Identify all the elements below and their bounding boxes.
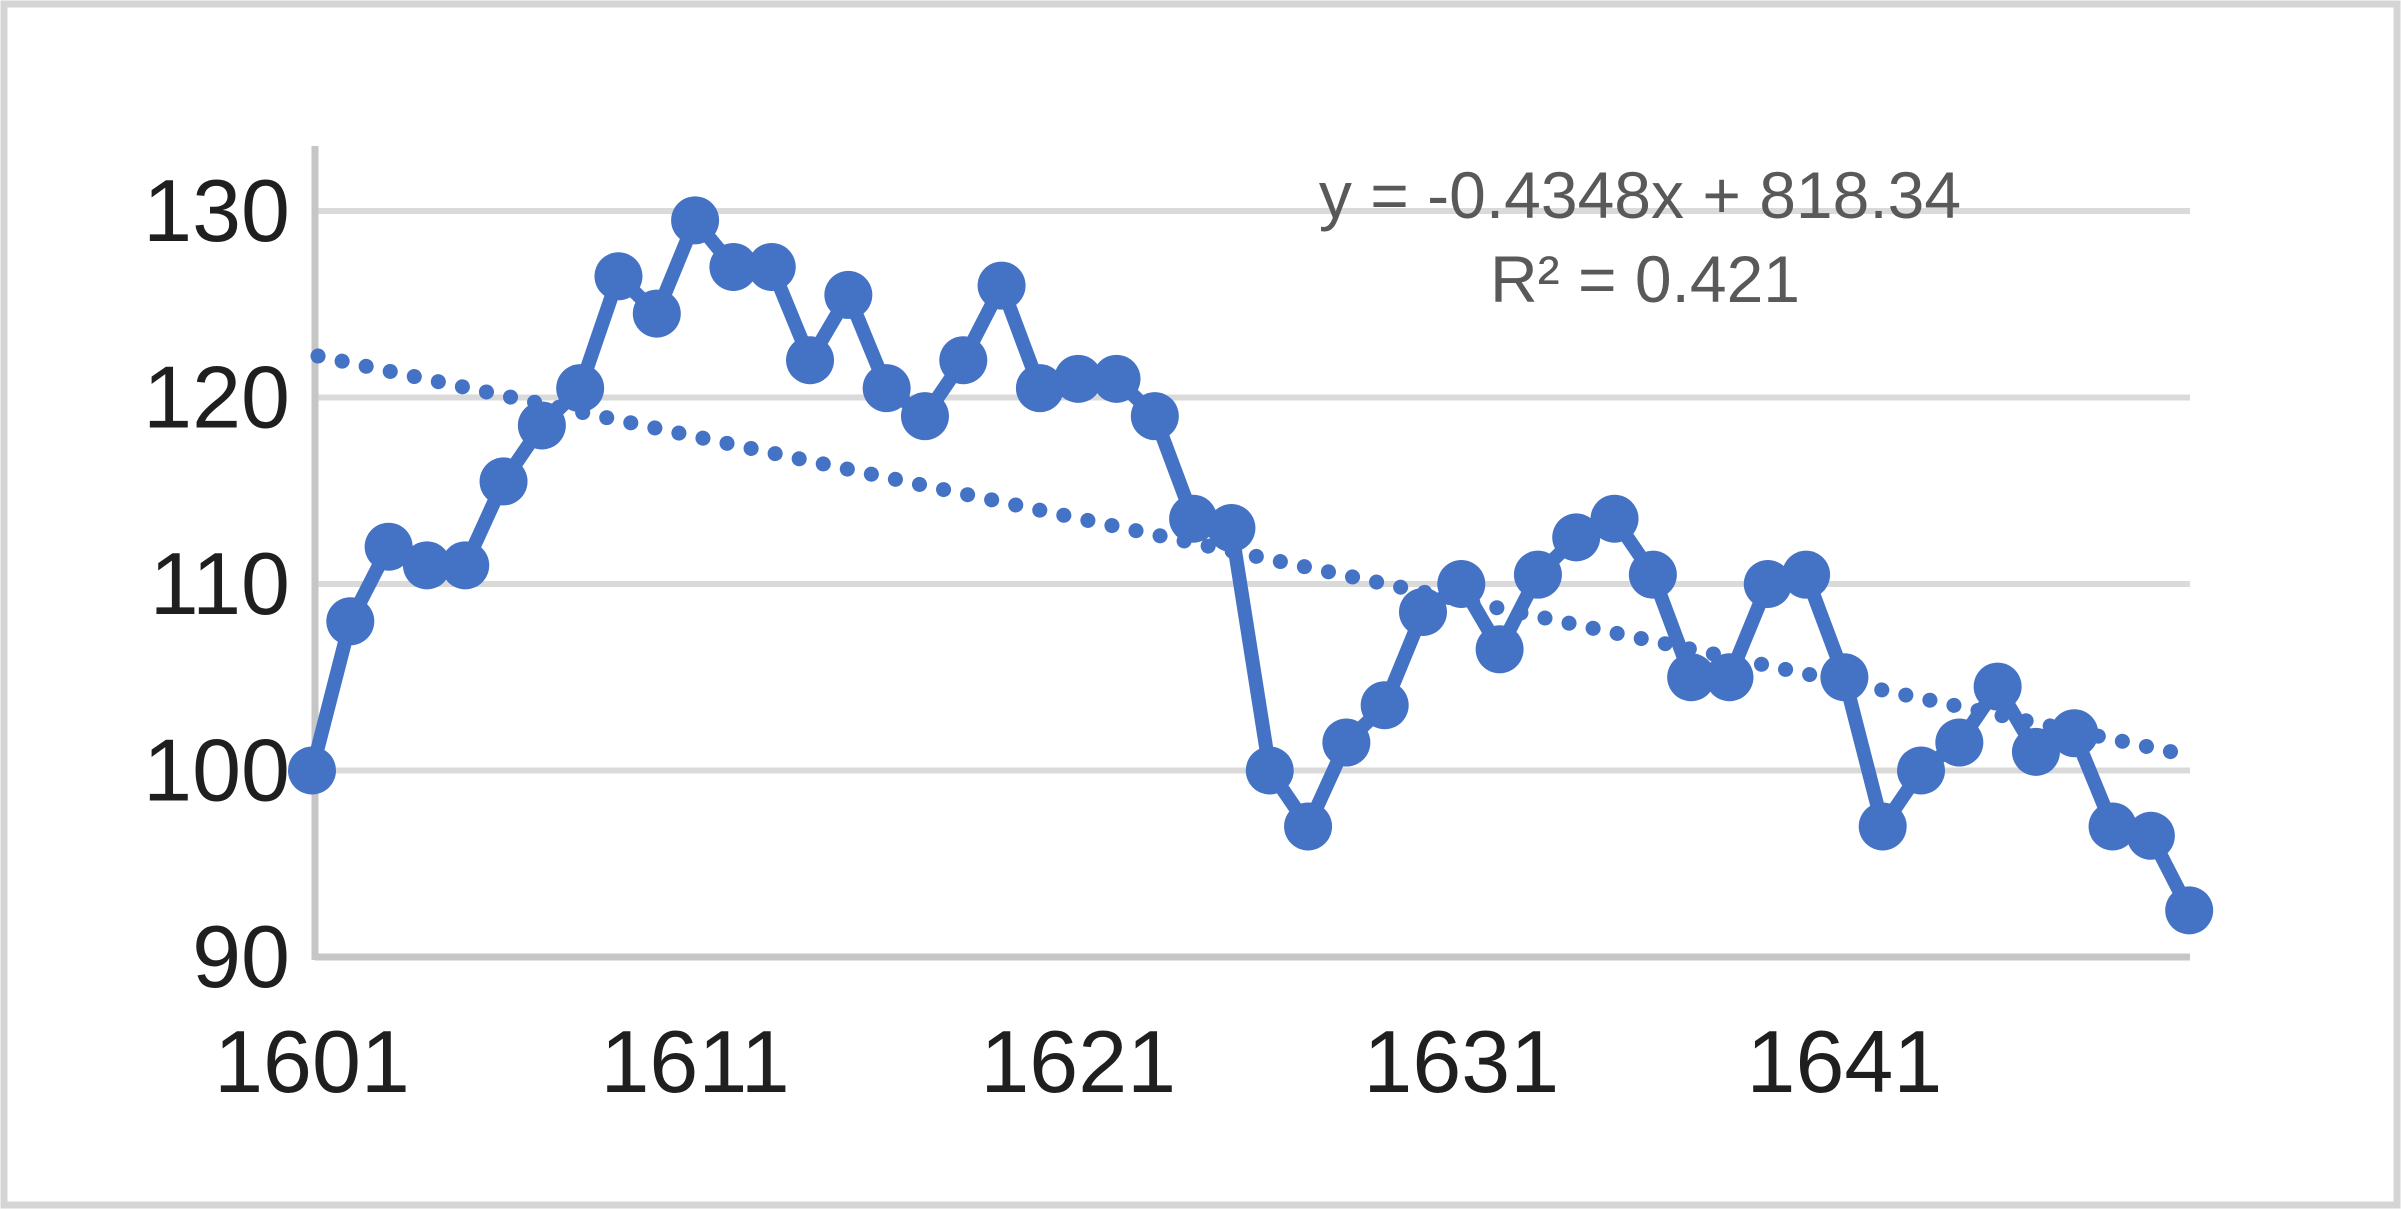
data-point-marker	[556, 364, 605, 413]
data-point-marker	[326, 597, 375, 646]
data-point-marker	[1897, 746, 1946, 795]
data-point-marker	[1207, 504, 1256, 553]
data-point-marker	[786, 336, 835, 385]
data-point-marker	[1092, 354, 1141, 403]
data-point-marker	[479, 457, 528, 506]
data-point-marker	[939, 336, 988, 385]
data-point-marker	[364, 522, 413, 571]
data-point-marker	[747, 242, 796, 291]
y-tick-label: 90	[192, 907, 290, 1006]
data-point-marker	[900, 392, 949, 441]
data-point-marker	[1015, 364, 1064, 413]
data-point-marker	[2088, 802, 2137, 851]
data-point-marker	[1284, 802, 1333, 851]
data-point-marker	[402, 541, 451, 590]
data-point-marker	[671, 196, 720, 245]
x-tick-label: 1621	[980, 1012, 1176, 1111]
data-point-marker	[1360, 681, 1409, 730]
data-point-marker	[1169, 494, 1218, 543]
y-tick-label: 120	[143, 348, 290, 447]
data-point-marker	[1398, 587, 1447, 636]
x-tick-label: 1601	[214, 1012, 410, 1111]
data-point-marker	[2126, 811, 2175, 860]
data-point-marker	[1322, 718, 1371, 767]
data-point-marker	[1782, 550, 1831, 599]
data-point-marker	[1973, 662, 2022, 711]
x-tick-label: 1631	[1363, 1012, 1559, 1111]
data-point-marker	[1475, 625, 1524, 674]
data-point-marker	[1667, 653, 1716, 702]
data-point-marker	[2050, 709, 2099, 758]
data-point-marker	[1130, 392, 1179, 441]
data-series-line	[305, 213, 2197, 918]
data-point-marker	[1590, 494, 1639, 543]
data-point-marker	[517, 401, 566, 450]
trendline-r-squared: R² = 0.421	[1489, 242, 1801, 316]
data-point-marker	[1858, 802, 1907, 851]
trendline-equation: y = -0.4348x + 818.34	[1318, 158, 1962, 232]
y-tick-label: 130	[143, 161, 290, 260]
data-point-marker	[594, 252, 643, 301]
data-point-marker	[977, 261, 1026, 310]
data-point-marker	[709, 242, 758, 291]
data-point-marker	[824, 270, 873, 319]
y-tick-label: 100	[143, 721, 290, 820]
trendline-dotted	[310, 348, 2198, 764]
data-point-marker	[288, 746, 336, 795]
data-point-marker	[1245, 746, 1294, 795]
data-point-marker	[1743, 560, 1792, 608]
data-point-marker	[1705, 653, 1754, 702]
y-tick-label: 110	[150, 534, 290, 633]
data-point-marker	[2165, 886, 2214, 935]
data-point-marker	[862, 364, 911, 413]
data-point-marker	[2011, 727, 2060, 776]
data-point-marker	[1437, 560, 1486, 608]
data-point-marker	[1935, 718, 1984, 767]
data-point-marker	[1820, 653, 1869, 702]
data-point-marker	[1054, 354, 1103, 403]
data-point-marker	[1513, 550, 1562, 599]
data-point-marker	[1628, 550, 1677, 599]
data-point-marker	[632, 289, 681, 338]
data-point-marker	[1552, 513, 1601, 562]
x-tick-label: 1641	[1747, 1012, 1943, 1111]
data-point-marker	[441, 541, 490, 590]
x-tick-label: 1611	[600, 1012, 789, 1111]
